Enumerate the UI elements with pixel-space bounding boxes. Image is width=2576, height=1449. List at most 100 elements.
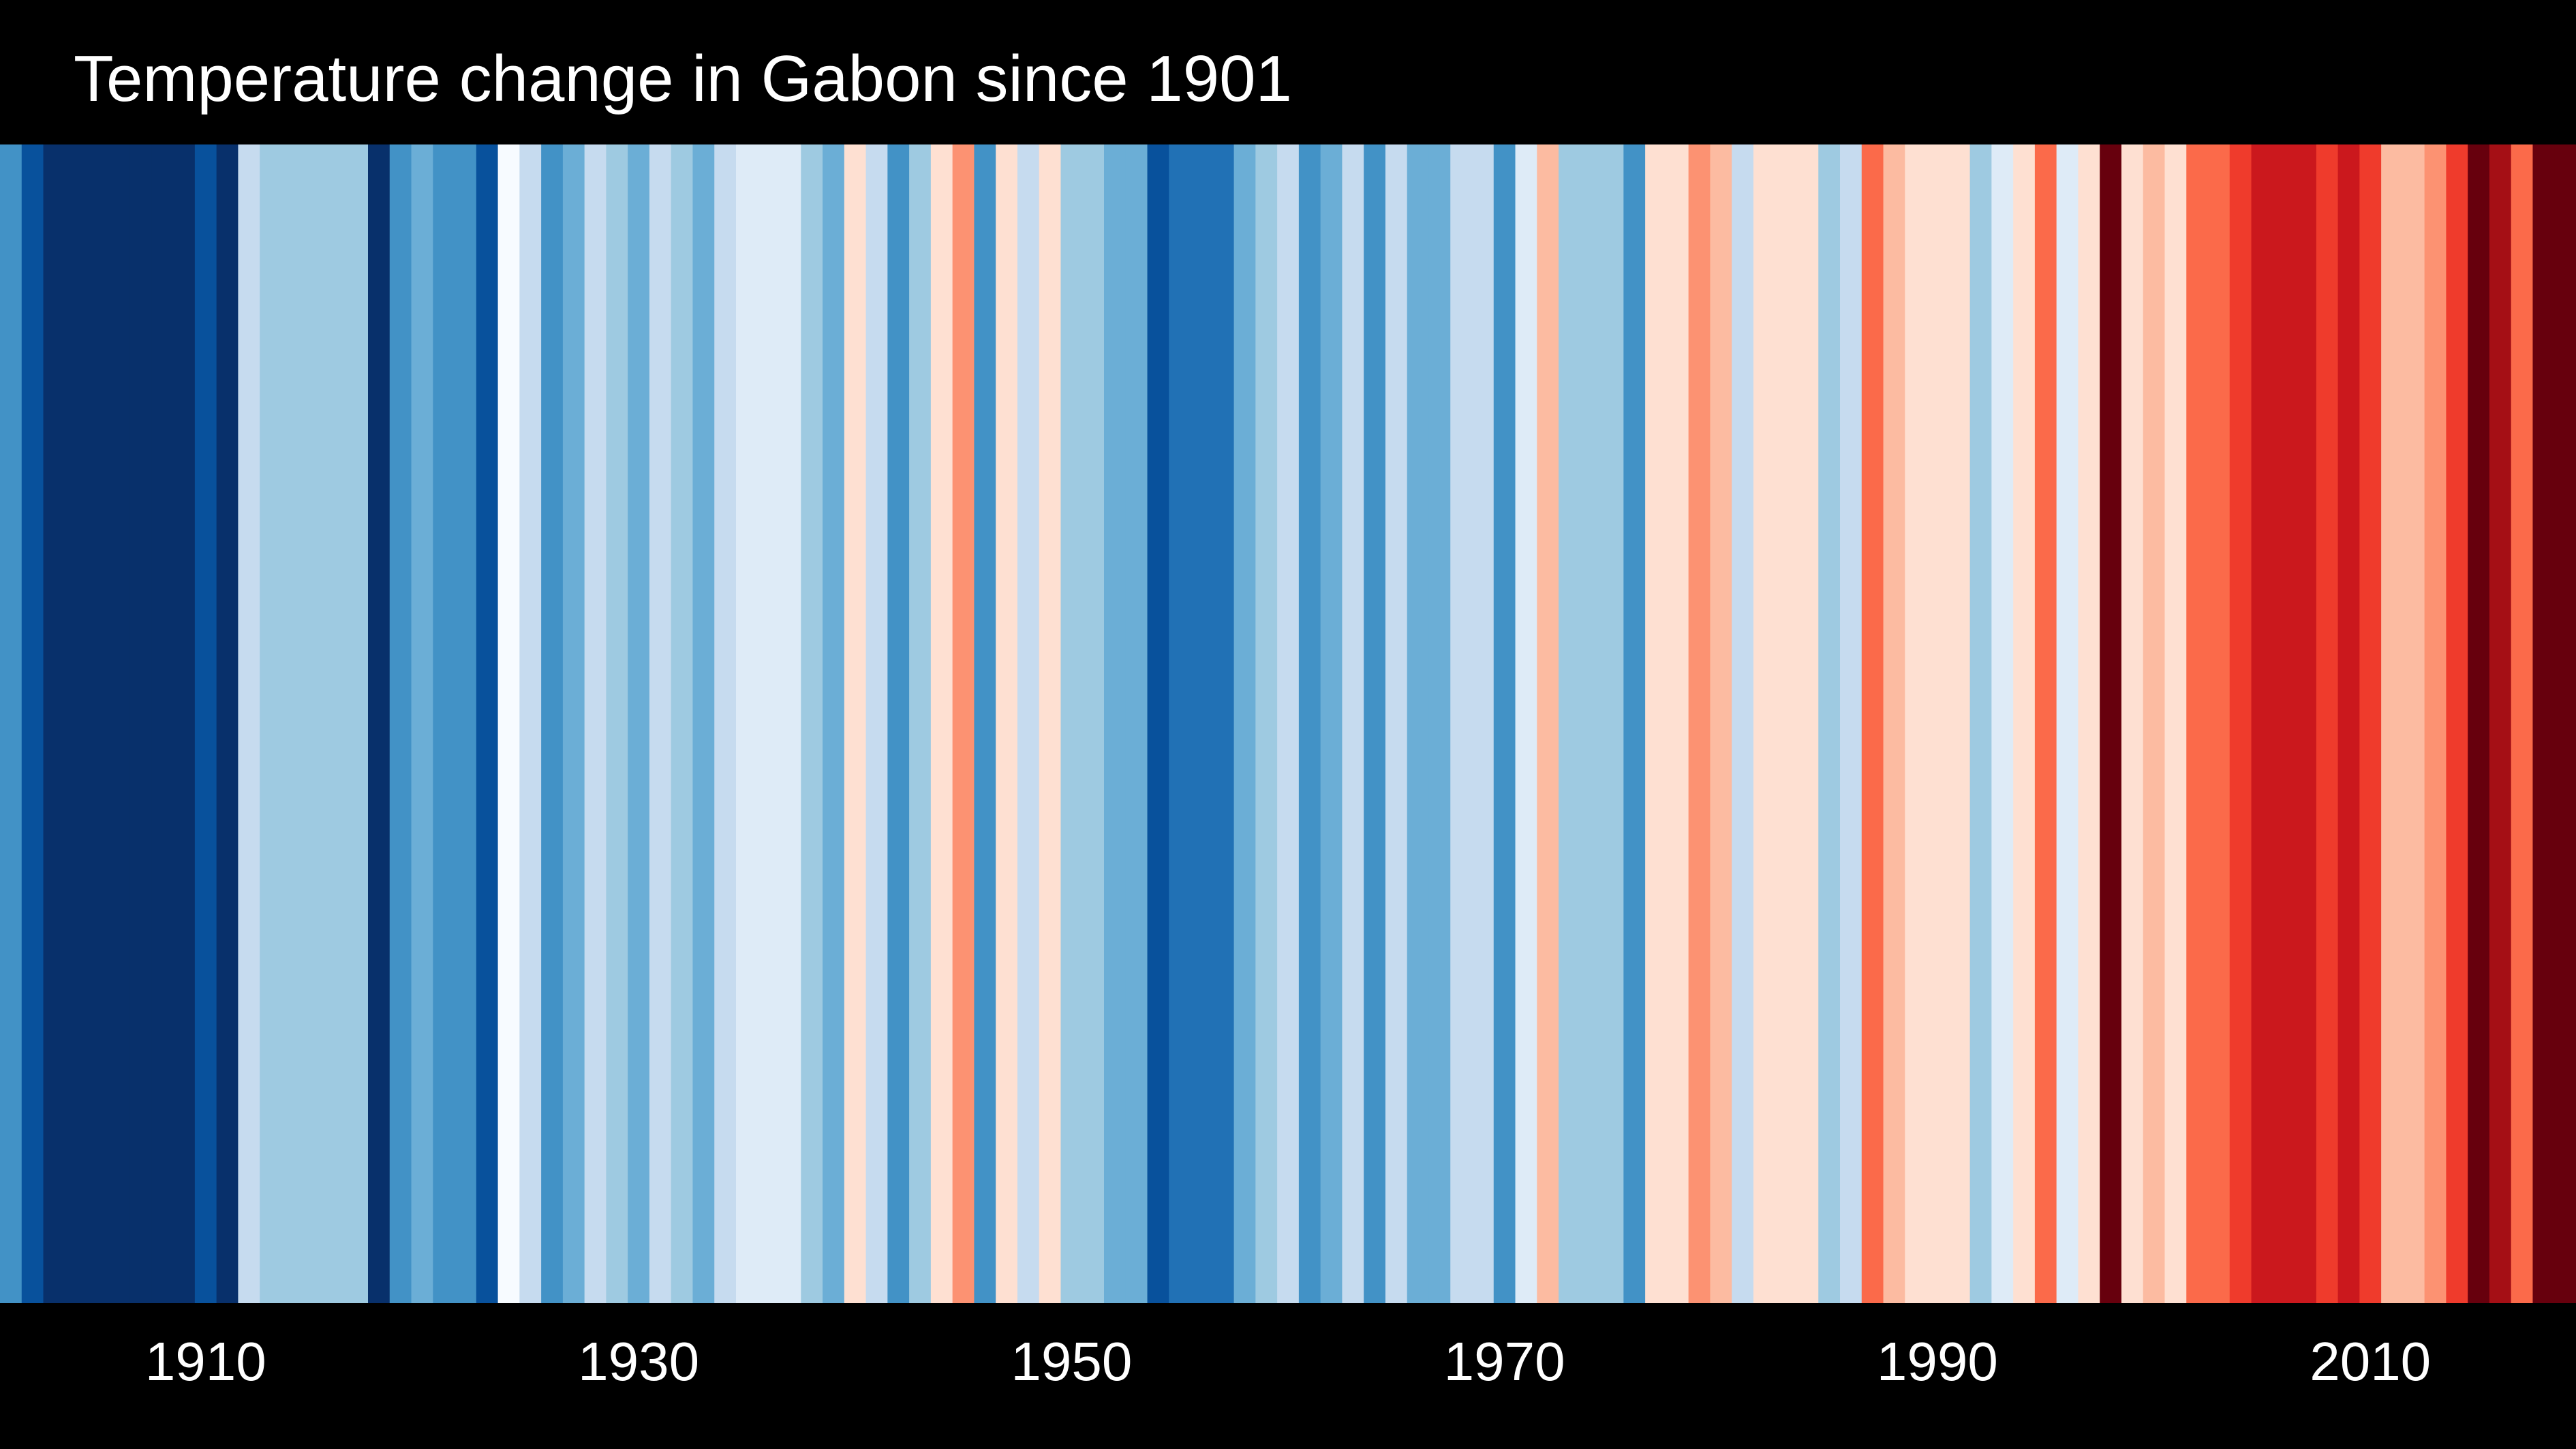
stripe-2014	[2446, 144, 2468, 1303]
stripe-1908	[151, 144, 174, 1303]
stripe-1925	[519, 144, 542, 1303]
x-tick-label: 1910	[144, 1331, 266, 1392]
stripe-1929	[606, 144, 628, 1303]
stripe-1936	[757, 144, 780, 1303]
stripe-1939	[823, 144, 845, 1303]
chart-title: Temperature change in Gabon since 1901	[74, 42, 1292, 115]
x-tick-label: 1950	[1011, 1331, 1133, 1392]
stripe-1965	[1385, 144, 1408, 1303]
stripe-1987	[1861, 144, 1884, 1303]
stripe-1986	[1840, 144, 1862, 1303]
stripe-1976	[1623, 144, 1646, 1303]
x-tick-label: 1930	[578, 1331, 700, 1392]
x-tick-label: 1990	[1876, 1331, 1998, 1392]
stripe-1932	[671, 144, 694, 1303]
stripe-1927	[562, 144, 585, 1303]
stripe-1974	[1580, 144, 1603, 1303]
stripe-1990	[1927, 144, 1949, 1303]
stripe-1951	[1082, 144, 1105, 1303]
stripe-1980	[1710, 144, 1732, 1303]
stripe-1967	[1428, 144, 1451, 1303]
x-tick-label: 1970	[1443, 1331, 1565, 1392]
warming-stripes	[0, 144, 2576, 1303]
stripe-1979	[1688, 144, 1711, 1303]
stripe-1997	[2078, 144, 2100, 1303]
stripe-2006	[2273, 144, 2295, 1303]
stripe-1973	[1559, 144, 1581, 1303]
stripe-1953	[1125, 144, 1148, 1303]
stripe-1957	[1212, 144, 1235, 1303]
stripe-1982	[1753, 144, 1776, 1303]
stripe-2008	[2316, 144, 2339, 1303]
stripe-1915	[303, 144, 326, 1303]
stripe-1981	[1732, 144, 1754, 1303]
stripe-1975	[1601, 144, 1624, 1303]
stripe-1944	[930, 144, 953, 1303]
stripe-group	[0, 144, 2576, 1303]
stripe-1942	[887, 144, 910, 1303]
stripe-1995	[2034, 144, 2057, 1303]
stripe-1937	[779, 144, 801, 1303]
stripe-1972	[1537, 144, 1559, 1303]
stripe-1909	[173, 144, 196, 1303]
stripe-1934	[714, 144, 737, 1303]
stripe-1964	[1364, 144, 1386, 1303]
stripe-1901	[0, 144, 22, 1303]
stripe-1991	[1948, 144, 1971, 1303]
stripe-1969	[1472, 144, 1494, 1303]
stripe-1931	[649, 144, 672, 1303]
stripe-1922	[455, 144, 477, 1303]
stripe-1958	[1233, 144, 1256, 1303]
stripe-1913	[260, 144, 282, 1303]
stripe-2009	[2337, 144, 2360, 1303]
stripe-1924	[497, 144, 520, 1303]
stripe-1911	[216, 144, 239, 1303]
stripe-1910	[194, 144, 217, 1303]
stripe-2017	[2511, 144, 2534, 1303]
stripe-1996	[2056, 144, 2079, 1303]
stripe-1962	[1320, 144, 1343, 1303]
stripe-1917	[346, 144, 369, 1303]
stripe-2000	[2143, 144, 2166, 1303]
stripe-2019	[2554, 144, 2576, 1303]
stripe-2010	[2359, 144, 2382, 1303]
stripe-1948	[1017, 144, 1040, 1303]
stripe-1977	[1645, 144, 1668, 1303]
stripe-1906	[108, 144, 131, 1303]
stripe-1916	[324, 144, 347, 1303]
stripe-1905	[87, 144, 109, 1303]
stripe-1928	[584, 144, 607, 1303]
stripe-2015	[2468, 144, 2490, 1303]
stripe-1926	[541, 144, 564, 1303]
stripe-1971	[1515, 144, 1537, 1303]
stripe-1903	[43, 144, 65, 1303]
stripe-1946	[974, 144, 996, 1303]
stripe-1914	[281, 144, 304, 1303]
stripe-1993	[1991, 144, 2014, 1303]
stripe-1950	[1060, 144, 1083, 1303]
stripe-1907	[129, 144, 152, 1303]
stripe-1933	[692, 144, 715, 1303]
stripe-1968	[1450, 144, 1473, 1303]
stripe-1956	[1191, 144, 1213, 1303]
stripe-1984	[1796, 144, 1819, 1303]
stripe-1960	[1277, 144, 1300, 1303]
stripe-1919	[389, 144, 412, 1303]
stripe-1947	[996, 144, 1018, 1303]
stripe-1988	[1883, 144, 1905, 1303]
stripe-2012	[2402, 144, 2425, 1303]
stripe-1959	[1255, 144, 1278, 1303]
stripe-1945	[952, 144, 975, 1303]
stripe-1902	[21, 144, 44, 1303]
stripe-1930	[628, 144, 650, 1303]
stripe-2004	[2229, 144, 2252, 1303]
stripe-2016	[2489, 144, 2512, 1303]
stripe-1920	[411, 144, 433, 1303]
stripe-1912	[238, 144, 260, 1303]
stripe-1954	[1147, 144, 1169, 1303]
stripe-1918	[368, 144, 390, 1303]
stripe-2018	[2532, 144, 2555, 1303]
stripe-2011	[2381, 144, 2404, 1303]
stripe-1904	[65, 144, 87, 1303]
stripe-1955	[1169, 144, 1191, 1303]
